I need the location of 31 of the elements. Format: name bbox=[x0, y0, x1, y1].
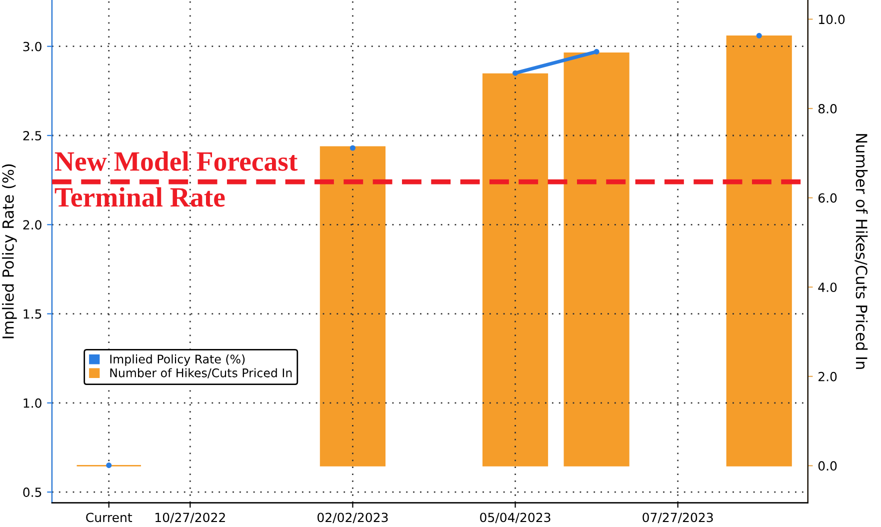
y2-tick-label: 0.0 bbox=[818, 461, 837, 471]
y-tick-label: 2.5 bbox=[23, 130, 42, 140]
point bbox=[756, 32, 762, 38]
bar bbox=[726, 35, 792, 466]
x-tick-label: 07/27/2023 bbox=[642, 512, 713, 524]
x-tick-label: 05/04/2023 bbox=[480, 512, 550, 524]
y2-tick-label: 2.0 bbox=[818, 372, 837, 382]
y2-tick-label: 6.0 bbox=[818, 193, 837, 203]
x-tick-label: 02/02/2023 bbox=[318, 512, 388, 524]
legend-label: Implied Policy Rate (%) bbox=[110, 354, 245, 366]
bar bbox=[482, 73, 548, 466]
y-tick-label: 1.0 bbox=[24, 398, 42, 408]
y-tick-label: 0.5 bbox=[23, 488, 42, 497]
y-tick-label: 2.0 bbox=[23, 220, 42, 230]
y-tick-label: 1.5 bbox=[24, 309, 42, 319]
y2-tick-label: 8.0 bbox=[818, 104, 837, 114]
bar bbox=[320, 146, 386, 466]
y-axis-title: Implied Policy Rate (%) bbox=[2, 164, 17, 338]
y2-tick-label: 4.0 bbox=[818, 282, 837, 292]
y-tick-label: 3.0 bbox=[23, 42, 42, 52]
y2-axis-title: Number of Hikes/Cuts Priced In bbox=[854, 134, 868, 369]
x-tick-label: Current bbox=[86, 512, 132, 522]
point bbox=[594, 48, 600, 54]
point bbox=[350, 145, 356, 151]
point bbox=[106, 462, 112, 468]
ref-line-label: New Model Forecast Terminal Rate bbox=[54, 151, 298, 207]
bar bbox=[564, 52, 630, 466]
x-tick-label: 10/27/2022 bbox=[156, 512, 225, 524]
y2-tick-label: 10.0 bbox=[818, 14, 845, 24]
legend-label: Number of Hikes/Cuts Priced In bbox=[110, 368, 292, 378]
point bbox=[512, 70, 518, 76]
